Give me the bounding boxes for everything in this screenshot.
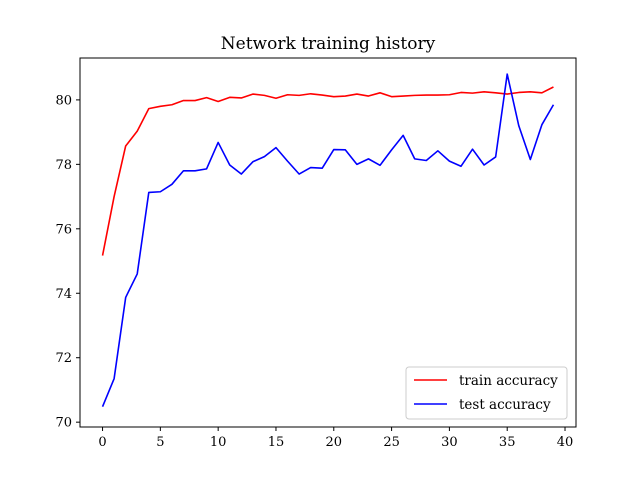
plot-frame [79, 57, 577, 428]
x-tick-label: 15 [268, 435, 285, 450]
series-line-1 [101, 73, 555, 408]
x-tick-label: 0 [98, 435, 106, 450]
y-tick-label: 74 [55, 287, 72, 302]
legend-label-test: test accuracy [459, 397, 551, 413]
y-axis: 70 72 74 76 78 80 [55, 93, 80, 431]
x-tick-label: 25 [383, 435, 400, 450]
x-tick-label: 5 [156, 435, 164, 450]
x-tick-label: 35 [499, 435, 516, 450]
x-tick-label: 30 [441, 435, 458, 450]
series-line-0 [101, 86, 554, 256]
y-tick-label: 70 [55, 416, 72, 431]
x-tick-label: 40 [557, 435, 574, 450]
y-tick-label: 76 [55, 222, 72, 237]
y-tick-label: 72 [55, 351, 72, 366]
y-tick-label: 78 [55, 158, 72, 173]
y-tick-label: 80 [55, 93, 72, 108]
chart-title: Network training history [221, 34, 436, 54]
x-axis: 0 5 10 15 20 25 30 35 40 [98, 427, 573, 450]
x-tick-label: 10 [210, 435, 227, 450]
legend: train accuracy test accuracy [405, 366, 568, 420]
legend-label-train: train accuracy [459, 373, 558, 389]
series-layer [101, 73, 555, 408]
x-tick-label: 20 [326, 435, 343, 450]
